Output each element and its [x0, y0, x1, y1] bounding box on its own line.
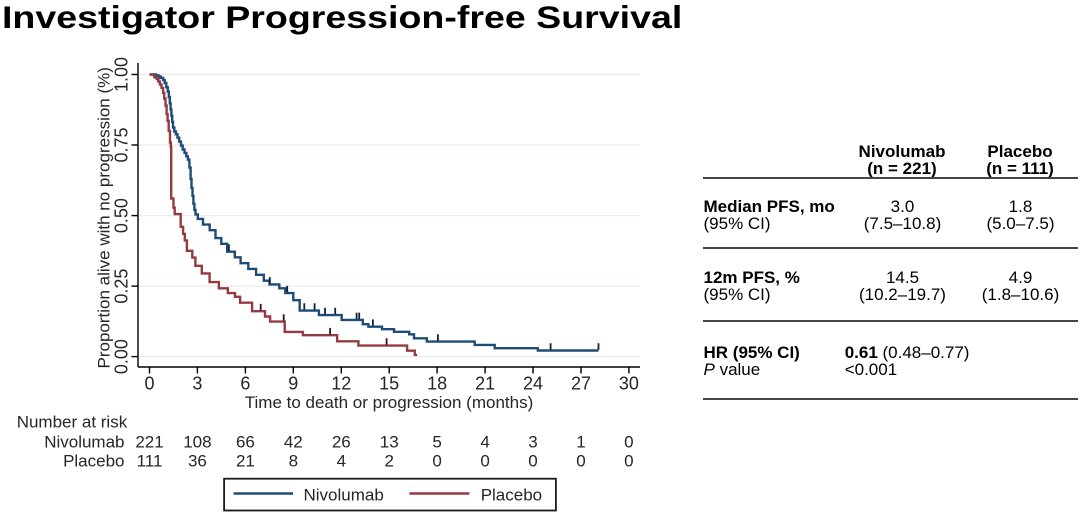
svg-text:0.50: 0.50	[111, 198, 131, 233]
svg-text:Nivolumab: Nivolumab	[304, 485, 384, 504]
svg-text:9: 9	[288, 373, 298, 393]
svg-text:24: 24	[523, 373, 543, 393]
svg-text:Placebo: Placebo	[481, 485, 542, 504]
svg-text:0.25: 0.25	[111, 269, 131, 304]
svg-text:21: 21	[475, 373, 495, 393]
svg-text:3: 3	[528, 432, 537, 451]
svg-text:0: 0	[528, 451, 537, 470]
svg-text:27: 27	[571, 373, 591, 393]
svg-text:111: 111	[137, 451, 163, 470]
svg-text:4: 4	[480, 432, 489, 451]
svg-text:0.00: 0.00	[111, 339, 131, 374]
svg-text:Number at risk: Number at risk	[17, 413, 128, 432]
svg-text:26: 26	[332, 432, 351, 451]
svg-text:0: 0	[576, 451, 585, 470]
svg-text:2: 2	[384, 451, 393, 470]
svg-text:21: 21	[236, 451, 255, 470]
svg-text:5: 5	[432, 432, 441, 451]
svg-text:0.75: 0.75	[111, 127, 131, 162]
svg-text:42: 42	[284, 432, 303, 451]
svg-text:4: 4	[337, 451, 346, 470]
svg-text:Proportion alive with no progr: Proportion alive with no progression (%)	[94, 67, 113, 368]
svg-text:0: 0	[144, 373, 154, 393]
svg-text:1: 1	[576, 432, 585, 451]
svg-text:12: 12	[331, 373, 351, 393]
svg-text:8: 8	[289, 451, 298, 470]
svg-text:66: 66	[236, 432, 255, 451]
svg-text:6: 6	[240, 373, 250, 393]
svg-text:0: 0	[432, 451, 441, 470]
svg-text:Placebo: Placebo	[63, 451, 124, 470]
svg-text:0: 0	[624, 432, 633, 451]
svg-text:1.00: 1.00	[111, 57, 131, 92]
svg-text:Time to death or progression (: Time to death or progression (months)	[245, 393, 534, 412]
svg-text:30: 30	[619, 373, 639, 393]
svg-text:Nivolumab: Nivolumab	[44, 432, 124, 451]
svg-text:36: 36	[188, 451, 207, 470]
svg-text:0: 0	[624, 451, 633, 470]
svg-text:0: 0	[480, 451, 489, 470]
svg-text:108: 108	[183, 432, 211, 451]
svg-text:13: 13	[380, 432, 399, 451]
svg-text:18: 18	[427, 373, 447, 393]
svg-text:15: 15	[379, 373, 399, 393]
svg-text:3: 3	[192, 373, 202, 393]
svg-text:221: 221	[135, 432, 163, 451]
